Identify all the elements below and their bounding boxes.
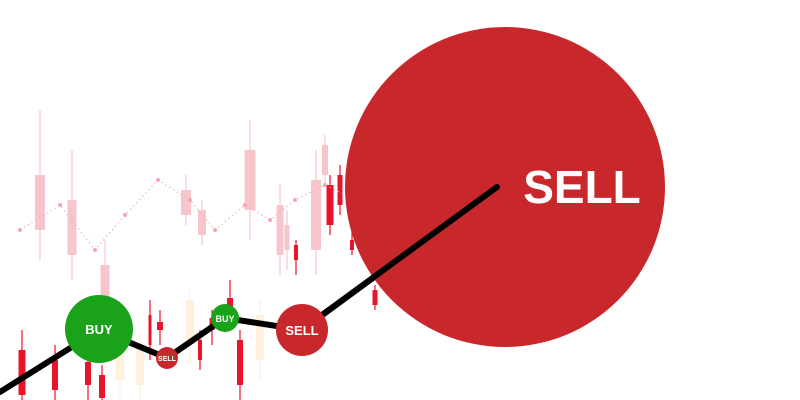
candle-body [99,375,105,398]
candle-body [372,290,378,305]
candle-body [244,150,256,210]
candle-body [157,322,163,330]
candle-body [350,240,354,250]
buy-signal-1: BUY [65,295,133,363]
trend-line-tip [297,184,500,334]
candle-body [284,225,290,250]
sell-signal-1: SELL [156,347,178,369]
buy-marker-circle [65,295,133,363]
candle-body [181,190,191,215]
candle-body [198,340,202,360]
background-dot [323,183,327,187]
buy-marker-circle [211,304,239,332]
candle-body [276,205,284,255]
candle-body [35,175,45,230]
sell-marker-circle [276,304,328,356]
candle-body [337,175,343,205]
sell-signal-2: SELL [276,304,328,356]
candle-body [67,200,77,255]
sell-label-2: SELL [285,323,318,338]
background-candlesticks [18,110,378,400]
sell-marker-circle [345,27,665,347]
candle-body [322,145,328,175]
sell-label-1: SELL [158,356,177,363]
sell-label-large: SELL [523,161,641,213]
candle-body [237,340,243,385]
sell-signal-large: SELL [345,27,665,347]
candle-body [186,300,194,340]
sell-marker-circle [156,347,178,369]
candle-body [100,265,110,310]
candle-body [136,345,144,385]
candle-body [198,210,206,235]
background-dot [293,198,297,202]
candle-body [294,245,298,260]
buy-label-2: BUY [215,314,234,324]
background-dot [123,213,127,217]
candle-body [326,185,334,225]
candle-body [85,362,91,385]
candle-body [18,350,26,395]
candle-body [256,315,264,360]
buy-signal-2: BUY [211,304,239,332]
candle-body [311,180,321,250]
candle-body [148,315,152,345]
background-dotted-line [19,179,356,251]
buy-label-1: BUY [85,322,113,337]
candle-body [52,360,58,390]
